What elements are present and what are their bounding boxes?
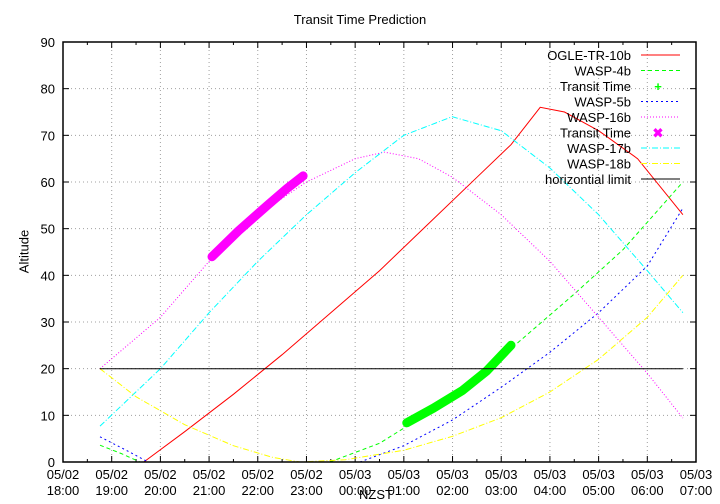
series-line — [99, 151, 684, 419]
legend-label: WASP-18b — [567, 157, 631, 172]
legend-label: WASP-5b — [574, 95, 631, 110]
x-tick-label: 05/03 — [436, 467, 469, 482]
series-line — [99, 444, 141, 463]
chart-title: Transit Time Prediction — [293, 12, 427, 27]
y-tick-label: 0 — [48, 455, 55, 470]
x-tick-label: 05/02 — [95, 467, 128, 482]
plot-frame — [62, 41, 697, 463]
series-line — [99, 436, 149, 463]
x-tick-label: 05/03 — [534, 467, 567, 482]
x-tick-label: 05/03 — [631, 467, 664, 482]
y-tick-label: 80 — [41, 82, 55, 97]
legend-label: WASP-17b — [567, 141, 631, 156]
x-tick-label: 02:00 — [436, 483, 469, 498]
x-tick-label: 01:00 — [388, 483, 421, 498]
transit-time-marker — [402, 340, 516, 428]
legend-label: WASP-4b — [574, 64, 631, 79]
transit-time-marker — [207, 171, 308, 262]
plus-icon: + — [654, 79, 662, 94]
series-line — [99, 116, 684, 427]
x-tick-label: 21:00 — [193, 483, 226, 498]
x-tick-label: 05/02 — [290, 467, 323, 482]
x-tick-label: 05:00 — [582, 483, 615, 498]
legend-label: horizontial limit — [545, 172, 631, 187]
series-line — [99, 274, 684, 463]
cross-icon: ✖ — [653, 126, 664, 141]
x-tick-label: 20:00 — [144, 483, 177, 498]
y-tick-label: 40 — [41, 268, 55, 283]
legend-label: OGLE-TR-10b — [547, 48, 631, 63]
x-tick-label: 00:00 — [339, 483, 372, 498]
x-tick-label: 05/03 — [388, 467, 421, 482]
legend-label: Transit Time — [560, 126, 631, 141]
x-tick-label: 18:00 — [47, 483, 80, 498]
x-tick-label: 06:00 — [631, 483, 664, 498]
series-line — [143, 106, 684, 463]
x-tick-label: 07:00 — [680, 483, 713, 498]
y-tick-label: 90 — [41, 35, 55, 50]
x-tick-label: 03:00 — [485, 483, 518, 498]
x-tick-label: 19:00 — [95, 483, 128, 498]
x-tick-label: 05/02 — [47, 467, 80, 482]
x-tick-label: 05/03 — [339, 467, 372, 482]
legend-label: Transit Time — [560, 79, 631, 94]
x-tick-label: 05/02 — [193, 467, 226, 482]
x-tick-label: 05/02 — [241, 467, 274, 482]
x-tick-label: 05/02 — [144, 467, 177, 482]
legend-label: WASP-16b — [567, 110, 631, 125]
y-tick-label: 50 — [41, 222, 55, 237]
x-tick-label: 04:00 — [534, 483, 567, 498]
y-tick-label: 10 — [41, 408, 55, 423]
y-tick-label: 70 — [41, 128, 55, 143]
series-line — [359, 207, 684, 463]
x-tick-label: 22:00 — [241, 483, 274, 498]
x-tick-label: 05/03 — [582, 467, 615, 482]
y-tick-label: 60 — [41, 175, 55, 190]
x-tick-label: 23:00 — [290, 483, 323, 498]
x-axis-label: NZST — [359, 487, 393, 502]
x-tick-label: 05/03 — [485, 467, 518, 482]
series-line — [329, 181, 684, 463]
y-tick-label: 30 — [41, 315, 55, 330]
y-tick-label: 20 — [41, 362, 55, 377]
x-tick-label: 05/03 — [680, 467, 713, 482]
